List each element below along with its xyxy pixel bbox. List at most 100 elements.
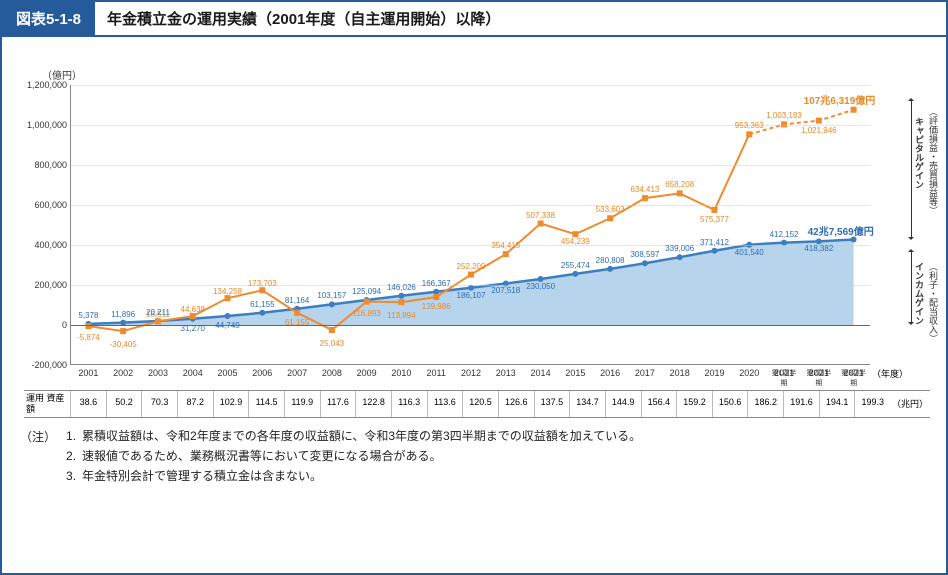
orange-marker [433, 294, 439, 300]
orange-marker [538, 221, 544, 227]
orange-marker [746, 131, 752, 137]
blue-marker [259, 310, 265, 316]
assets-cell: 126.6 [498, 391, 534, 417]
x-tick: 2005 [218, 368, 238, 378]
assets-cell: 134.7 [569, 391, 605, 417]
blue-marker [607, 266, 613, 272]
blue-end-label: 42兆7,569億円 [808, 223, 874, 238]
blue-value-label: 125,094 [352, 287, 381, 296]
blue-value-label: 31,270 [181, 324, 205, 333]
orange-value-label: 116,893 [352, 309, 380, 318]
orange-marker [677, 190, 683, 196]
x-axis-unit: （年度） [872, 367, 948, 471]
note-item: 2.速報値であるため、業務概況書等において変更になる場合がある。 [66, 447, 641, 465]
orange-value-label: 953,363 [735, 121, 764, 130]
notes-list: 1.累積収益額は、令和2年度までの各年度の収益額に、令和3年度の第3四半期までの… [66, 427, 641, 487]
figure-number: 図表5-1-8 [2, 2, 95, 35]
figure-header: 図表5-1-8 年金積立金の運用実績（2001年度（自主運用開始）以降） [2, 2, 946, 37]
orange-value-label: -5,874 [77, 333, 100, 342]
notes-label: （注） [20, 427, 56, 487]
x-tick: 2016 [600, 368, 620, 378]
assets-cell: 113.6 [427, 391, 463, 417]
orange-value-label: 1,021,946 [801, 126, 837, 135]
x-tick-sub: 第3四半期 [841, 368, 867, 388]
blue-value-label: 20,211 [146, 308, 170, 317]
orange-value-label: 61,155 [285, 318, 309, 327]
x-tick: 2012 [461, 368, 481, 378]
orange-value-label: 533,603 [596, 205, 625, 214]
blue-value-label: 308,597 [630, 250, 659, 259]
blue-value-label: 401,540 [735, 248, 764, 257]
blue-marker [642, 260, 648, 266]
note-item: 3.年金特別会計で管理する積立金は含まない。 [66, 467, 641, 485]
assets-cell: 150.6 [712, 391, 748, 417]
blue-value-label: 103,157 [317, 291, 346, 300]
y-tick: 400,000 [11, 240, 67, 250]
blue-value-label: 418,382 [804, 244, 833, 253]
blue-value-label: 61,155 [250, 300, 274, 309]
x-tick: 2017 [635, 368, 655, 378]
x-tick: 2014 [531, 368, 551, 378]
x-tick: 2004 [183, 368, 203, 378]
orange-value-label: 113,894 [387, 311, 415, 320]
orange-value-label: 454,239 [561, 237, 590, 246]
assets-cell: 119.9 [284, 391, 320, 417]
assets-label: 運用 資産額 [24, 391, 70, 417]
notes: （注） 1.累積収益額は、令和2年度までの各年度の収益額に、令和3年度の第3四半… [20, 427, 641, 487]
assets-cell: 194.1 [819, 391, 855, 417]
orange-value-label: 354,415 [491, 241, 520, 250]
blue-value-label: 371,412 [700, 238, 729, 247]
right-label-top-main: キャピタルゲイン [913, 117, 926, 189]
right-label-top-sub: （評価損益・売買損益等） [927, 107, 940, 215]
assets-cell: 156.4 [641, 391, 677, 417]
assets-cell: 199.3 [854, 391, 890, 417]
orange-marker [642, 195, 648, 201]
blue-value-label: 230,050 [526, 282, 555, 291]
orange-marker [711, 207, 717, 213]
orange-value-label: 575,377 [700, 215, 729, 224]
assets-cell: 114.5 [248, 391, 284, 417]
x-tick: 2010 [391, 368, 411, 378]
orange-value-label: 134,258 [213, 287, 242, 296]
assets-cell: 116.3 [391, 391, 427, 417]
right-label-bot-sub: （利子・配当収入） [927, 262, 940, 343]
orange-marker [816, 118, 822, 124]
assets-cell: 38.6 [70, 391, 106, 417]
orange-marker [503, 251, 509, 257]
y-tick: 200,000 [11, 280, 67, 290]
note-item: 1.累積収益額は、令和2年度までの各年度の収益額に、令和3年度の第3四半期までの… [66, 427, 641, 445]
blue-value-label: 5,378 [78, 311, 98, 320]
assets-cells: 38.650.270.387.2102.9114.5119.9117.6122.… [70, 391, 890, 417]
blue-value-label: 11,896 [111, 310, 135, 319]
assets-cell: 144.9 [605, 391, 641, 417]
x-tick: 2015 [565, 368, 585, 378]
assets-unit: （兆円） [890, 391, 930, 417]
x-tick: 2011 [427, 368, 446, 378]
blue-value-label: 207,518 [491, 286, 520, 295]
assets-cell: 159.2 [676, 391, 712, 417]
orange-marker [398, 299, 404, 305]
assets-cell: 50.2 [106, 391, 142, 417]
x-tick: 2007 [287, 368, 307, 378]
orange-marker [607, 215, 613, 221]
figure-container: 図表5-1-8 年金積立金の運用実績（2001年度（自主運用開始）以降） （億円… [0, 0, 948, 575]
assets-cell: 186.2 [747, 391, 783, 417]
x-tick: 2018 [670, 368, 690, 378]
blue-value-label: 280,808 [596, 256, 625, 265]
orange-marker [364, 299, 370, 305]
assets-cell: 191.6 [783, 391, 819, 417]
assets-cell: 137.5 [534, 391, 570, 417]
blue-value-label: 44,749 [215, 321, 239, 330]
bracket-top [911, 99, 912, 239]
orange-value-label: 1,003,183 [766, 111, 802, 120]
y-tick: 0 [11, 320, 67, 330]
orange-end-label: 107兆6,319億円 [804, 92, 876, 107]
orange-value-label: 252,209 [457, 262, 486, 271]
orange-value-label: 25,043 [320, 339, 344, 348]
bracket-bot [911, 250, 912, 324]
blue-marker [398, 293, 404, 299]
x-tick-sub: 第1四半期 [771, 368, 797, 388]
right-label-bot-main: インカムゲイン [913, 262, 926, 325]
x-tick: 2020 [739, 368, 759, 378]
blue-value-label: 81,164 [285, 296, 309, 305]
